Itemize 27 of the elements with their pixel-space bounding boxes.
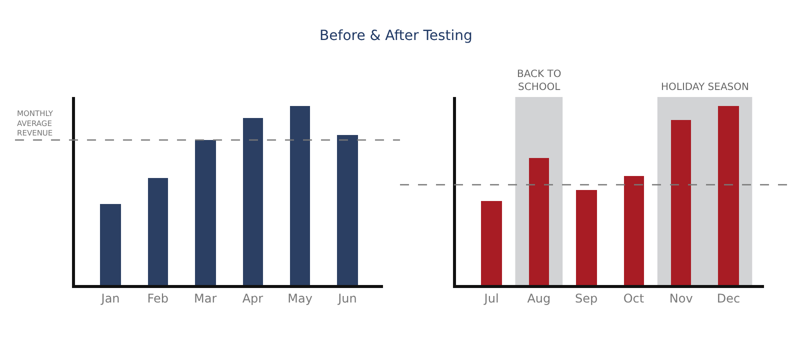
x-tick-label: Oct (623, 291, 644, 306)
chart-title: Before & After Testing (318, 28, 474, 44)
x-tick-label: Aug (527, 291, 551, 306)
band-label: BACK TO SCHOOL (517, 69, 562, 93)
x-tick-label: May (288, 291, 312, 306)
x-tick-label: Mar (194, 291, 217, 306)
band-label: HOLIDAY SEASON (661, 82, 749, 93)
bar (481, 201, 502, 285)
x-tick-label: Apr (242, 291, 264, 306)
bar (243, 118, 263, 285)
bar (100, 204, 121, 285)
x-tick-label: Jul (483, 291, 499, 306)
bar (195, 140, 216, 285)
x-tick-label: Dec (716, 291, 740, 306)
x-tick-label: Sep (574, 291, 598, 306)
bar (576, 190, 597, 285)
bar (529, 158, 549, 285)
bar (624, 176, 644, 285)
bar (671, 120, 691, 285)
x-tick-label: Nov (669, 291, 693, 306)
bar (337, 135, 358, 285)
x-tick-label: Jan (100, 291, 120, 306)
bar (148, 178, 168, 285)
bar (290, 106, 310, 285)
bar (718, 106, 739, 285)
x-tick-label: Feb (147, 291, 169, 306)
x-tick-label: Jun (337, 291, 357, 306)
